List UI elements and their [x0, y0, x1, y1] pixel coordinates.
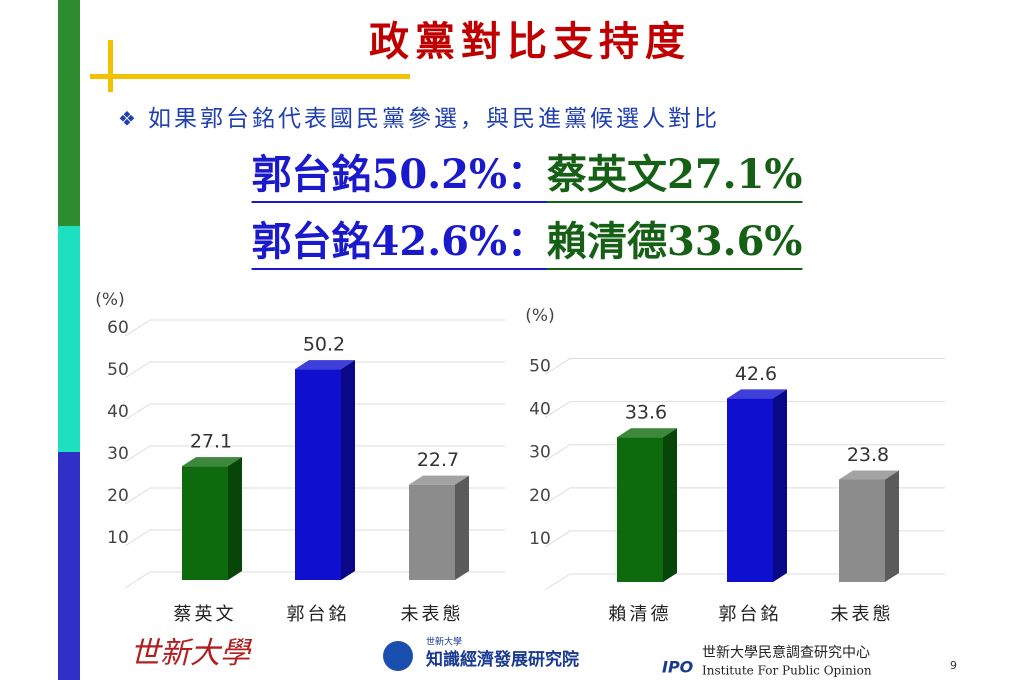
grid-line: [124, 403, 505, 421]
bar: [182, 466, 228, 580]
bar-side: [455, 475, 469, 580]
y-tick-label: 20: [107, 486, 129, 506]
bullet: ❖: [118, 107, 136, 131]
bar-side: [773, 389, 787, 582]
grid-line: [544, 487, 945, 505]
floor: [124, 571, 505, 589]
subtitle: 如果郭台銘代表國民黨參選，與民進黨候選人對比: [148, 106, 720, 132]
y-tick-label: 60: [107, 318, 129, 338]
x-tick-label: 未表態: [831, 604, 894, 625]
grid-line: [124, 361, 505, 379]
bar-top-shade: [182, 457, 242, 467]
bar-side-shade: [663, 428, 677, 582]
bar-side: [341, 360, 355, 580]
value-label: 33.6: [625, 402, 667, 424]
grid-line: [124, 445, 505, 463]
y-tick-label: 50: [529, 357, 551, 377]
x-tick-label: 賴清德: [609, 604, 672, 625]
logo: 知識經濟發展研究院: [425, 649, 579, 670]
bar-top-shade: [839, 470, 899, 480]
bar: [839, 479, 885, 582]
bar: [617, 437, 663, 582]
grid-line: [544, 358, 945, 375]
bar-side-shade: [773, 389, 787, 582]
x-tick-label: 郭台銘: [287, 604, 350, 625]
x-tick-label: 郭台銘: [719, 604, 782, 625]
bar-top: [182, 457, 242, 467]
grid-line: [544, 530, 945, 548]
y-tick-label: 40: [529, 400, 551, 420]
bar-side: [663, 428, 677, 582]
bar: [295, 369, 341, 580]
x-tick-label: 未表態: [401, 604, 464, 625]
stripe: [58, 0, 80, 226]
bar-top-shade: [727, 389, 787, 399]
y-tick-label: 10: [107, 528, 129, 548]
grid-line: [124, 319, 505, 337]
bar: [409, 484, 455, 580]
matchup-part: 賴清德33.6%: [547, 218, 802, 265]
logo: 世新大學: [426, 636, 462, 648]
bar-top-shade: [617, 428, 677, 438]
bar-side: [228, 457, 242, 580]
logo: Institute For Public Opinion: [702, 664, 872, 678]
value-label: 27.1: [190, 431, 232, 453]
y-tick-label: 30: [107, 444, 129, 464]
grid-line: [124, 487, 505, 505]
deco-line: [90, 74, 410, 79]
bar-side-shade: [455, 475, 469, 580]
bar-top: [409, 475, 469, 485]
bar-top: [617, 428, 677, 438]
y-tick-label: 30: [529, 443, 551, 463]
y-tick-label: 40: [107, 402, 129, 422]
value-label: 22.7: [417, 449, 459, 471]
bar-side: [885, 470, 899, 582]
value-label: 23.8: [847, 444, 889, 466]
bar-top-shade: [295, 360, 355, 370]
logo: 世新大學民意調查研究中心: [702, 644, 870, 661]
y-axis-label: (%): [525, 306, 554, 326]
matchup-part: 郭台銘50.2%: [252, 151, 507, 198]
bar-top: [839, 470, 899, 480]
page-number: 9: [950, 659, 957, 672]
matchups: 郭台銘50.2%：蔡英文27.1% 郭台銘42.6%：賴清德33.6%: [251, 151, 803, 270]
bar-top-shade: [409, 475, 469, 485]
logo: IPO: [662, 658, 694, 677]
logo: 世新大學: [130, 636, 253, 671]
stripe: [58, 452, 80, 680]
bar-top: [295, 360, 355, 370]
bar-top: [727, 389, 787, 399]
logo-icon: [383, 641, 413, 671]
stripe: [58, 226, 80, 452]
floor: [544, 573, 945, 591]
grid-line: [544, 444, 945, 462]
matchup-part: ：: [507, 151, 547, 198]
grid-line: [124, 529, 505, 547]
matchup-part: 蔡英文27.1%: [547, 151, 802, 198]
matchup: 郭台銘42.6%：賴清德33.6%: [252, 218, 803, 265]
matchup: 郭台銘50.2%：蔡英文27.1%: [252, 151, 803, 198]
y-axis-label: (%): [95, 290, 124, 310]
y-tick-label: 10: [529, 529, 551, 549]
value-label: 42.6: [735, 363, 777, 385]
title: 政黨對比支持度: [369, 18, 691, 65]
matchup-part: 郭台銘42.6%: [252, 218, 507, 265]
deco-line: [108, 40, 113, 92]
bar-side-shade: [885, 470, 899, 582]
value-label: 50.2: [303, 334, 345, 356]
grid-line: [544, 401, 945, 419]
bar-side-shade: [228, 457, 242, 580]
y-tick-label: 20: [529, 486, 551, 506]
y-tick-label: 50: [107, 360, 129, 380]
bar: [727, 398, 773, 582]
x-tick-label: 蔡英文: [174, 604, 237, 625]
matchup-part: ：: [507, 218, 547, 265]
bar-side-shade: [341, 360, 355, 580]
